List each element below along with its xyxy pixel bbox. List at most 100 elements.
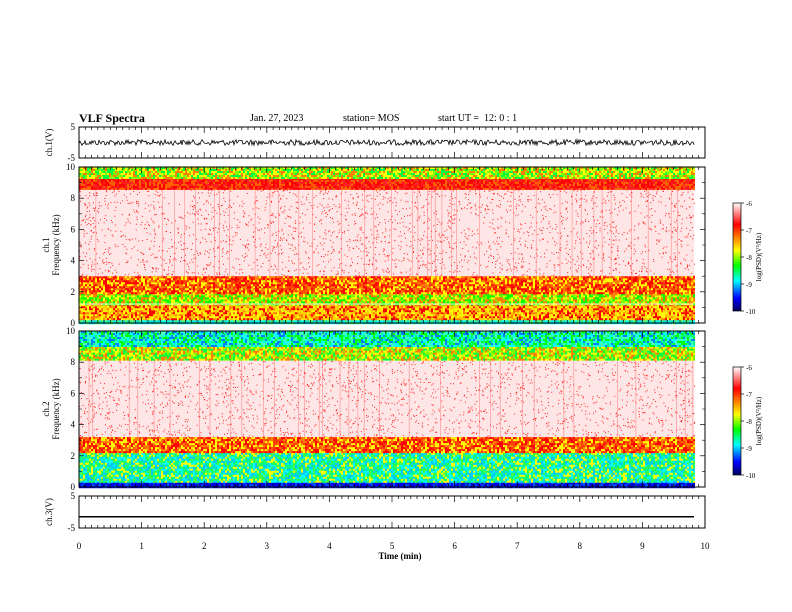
panel-ch1-spectrogram: -6 -7 -8 -9 -10 log(PSD)(V²/Hz) 0 2 4 6 8 10 ch.1 Fre…	[41, 162, 763, 328]
y-axis-label-group: ch.1(V)	[44, 129, 54, 157]
band-texture	[81, 304, 695, 321]
station-label: station= MOS	[343, 113, 400, 124]
band-texture	[79, 177, 695, 190]
y-tick-label: 6	[71, 224, 76, 234]
date-label: Jan. 27, 2023	[250, 113, 304, 124]
band-background	[79, 359, 695, 438]
band-streaks	[88, 359, 694, 438]
x-tick-label: 6	[452, 541, 457, 551]
y-tick-label: -5	[68, 523, 76, 533]
start-time-label: start UT = 12: 0 : 1	[438, 113, 518, 124]
spectrogram-band	[79, 359, 696, 439]
y-tick-label: 0	[71, 318, 76, 328]
y-tick-label: 10	[66, 326, 76, 336]
y-tick-label: 0	[71, 482, 76, 492]
colorbar-tick-label: -9	[746, 281, 752, 289]
colorbar-bar	[732, 202, 742, 312]
x-tick-label: 3	[265, 541, 270, 551]
band-texture	[79, 346, 693, 361]
colorbar-tick-label: -8	[746, 418, 752, 426]
colorbar-tick-label: -9	[746, 445, 752, 453]
spectrogram-band	[79, 331, 695, 347]
band-background	[79, 188, 695, 277]
y-axis: 5 -5	[68, 491, 705, 533]
y-tick-label: 8	[71, 193, 76, 203]
y-axis-label-quantity: Frequency (kHz)	[51, 378, 61, 439]
x-ticks	[78, 496, 706, 528]
colorbar-ch1-spectrogram: -6 -7 -8 -9 -10 log(PSD)(V²/Hz)	[732, 200, 763, 316]
band-texture	[79, 293, 695, 306]
band-texture	[81, 167, 695, 179]
band-gap	[79, 303, 695, 305]
x-tick-label: 2	[202, 541, 207, 551]
colorbar-tick-label: -6	[746, 364, 752, 372]
spectrogram-band	[79, 437, 695, 454]
y-axis-label-group: ch.1 Frequency (kHz)	[41, 214, 61, 275]
colorbar-label: log(PSD)(V²/Hz)	[755, 396, 763, 445]
y-tick-label: 2	[71, 287, 76, 297]
band-texture	[81, 437, 695, 454]
colorbar-tick-label: -7	[746, 391, 752, 399]
spectrogram-band	[79, 293, 695, 306]
x-ticks	[78, 127, 706, 158]
y-tick-label: -5	[68, 153, 76, 163]
y-tick-label: 5	[71, 122, 76, 132]
x-tick-label: 1	[139, 541, 144, 551]
spectrogram-band	[79, 167, 695, 179]
band-speckle	[79, 359, 696, 439]
band-texture	[79, 452, 695, 483]
y-axis-label-group: ch.3(V)	[44, 498, 54, 526]
spectrogram-band	[79, 177, 695, 190]
colorbar-ch2-spectrogram: -6 -7 -8 -9 -10 log(PSD)(V²/Hz)	[732, 364, 763, 480]
y-minor-ticks	[79, 182, 705, 308]
axes-layer: 0 1 2 3 4 5 6 7 8 9 10 Time (min)	[77, 541, 710, 561]
y-axis-label-quantity: Frequency (kHz)	[51, 214, 61, 275]
band-texture	[79, 276, 695, 295]
band-texture	[79, 331, 695, 347]
band-texture	[79, 276, 695, 295]
panel-ch3-waveform: 5 -5 ch.3(V)	[44, 491, 706, 533]
band-texture	[79, 452, 695, 483]
band-texture	[79, 304, 695, 321]
colorbar-tick-label: -6	[746, 200, 752, 208]
spectrogram-band	[79, 346, 695, 361]
colorbar-tick-label: -8	[746, 254, 752, 262]
y-tick-label: 10	[66, 162, 76, 172]
x-tick-label: 4	[327, 541, 332, 551]
y-minor-ticks	[79, 346, 705, 472]
y-axis-label-channel: ch.1	[41, 237, 51, 252]
x-axis-label: Time (min)	[378, 551, 421, 561]
x-ticks	[78, 331, 706, 487]
band-texture	[79, 167, 693, 179]
y-tick-label: 4	[71, 256, 76, 266]
x-tick-label: 7	[515, 541, 520, 551]
x-ticks	[78, 167, 706, 323]
y-tick-label: 2	[71, 451, 76, 461]
y-axis: 0 2 4 6 8 10	[66, 162, 705, 328]
spectrogram-band	[79, 304, 695, 321]
y-axis-label-channel: ch.2	[41, 401, 51, 416]
colorbar-label: log(PSD)(V²/Hz)	[755, 232, 763, 281]
y-tick-label: 8	[71, 357, 76, 367]
y-tick-label: 5	[71, 491, 76, 501]
colorbar-tick-label: -7	[746, 227, 752, 235]
y-axis: 5 -5	[68, 122, 705, 163]
x-tick-label: 5	[390, 541, 395, 551]
panel-ch1-waveform: 5 -5 ch.1(V)	[44, 122, 706, 163]
colorbar-tick-label: -10	[746, 308, 756, 316]
y-tick-label: 4	[71, 420, 76, 430]
band-texture	[81, 293, 695, 306]
band-texture	[79, 293, 691, 306]
spectrogram-band	[79, 452, 695, 483]
spectrogram-band	[78, 188, 696, 278]
y-axis: 0 2 4 6 8 10	[66, 326, 705, 492]
y-tick-label: 6	[71, 388, 76, 398]
spectrogram-band	[79, 276, 695, 295]
x-tick-label: 0	[77, 541, 82, 551]
band-texture	[79, 452, 695, 483]
colorbar-tick-label: -10	[746, 472, 756, 480]
x-tick-label: 10	[701, 541, 711, 551]
y-axis-label: ch.3(V)	[44, 498, 54, 526]
panels-layer: 5 -5 ch.1(V) -6 -7 -8 -9 -10 log(PSD)(V²/Hz) 0 2 4 6…	[41, 122, 763, 533]
